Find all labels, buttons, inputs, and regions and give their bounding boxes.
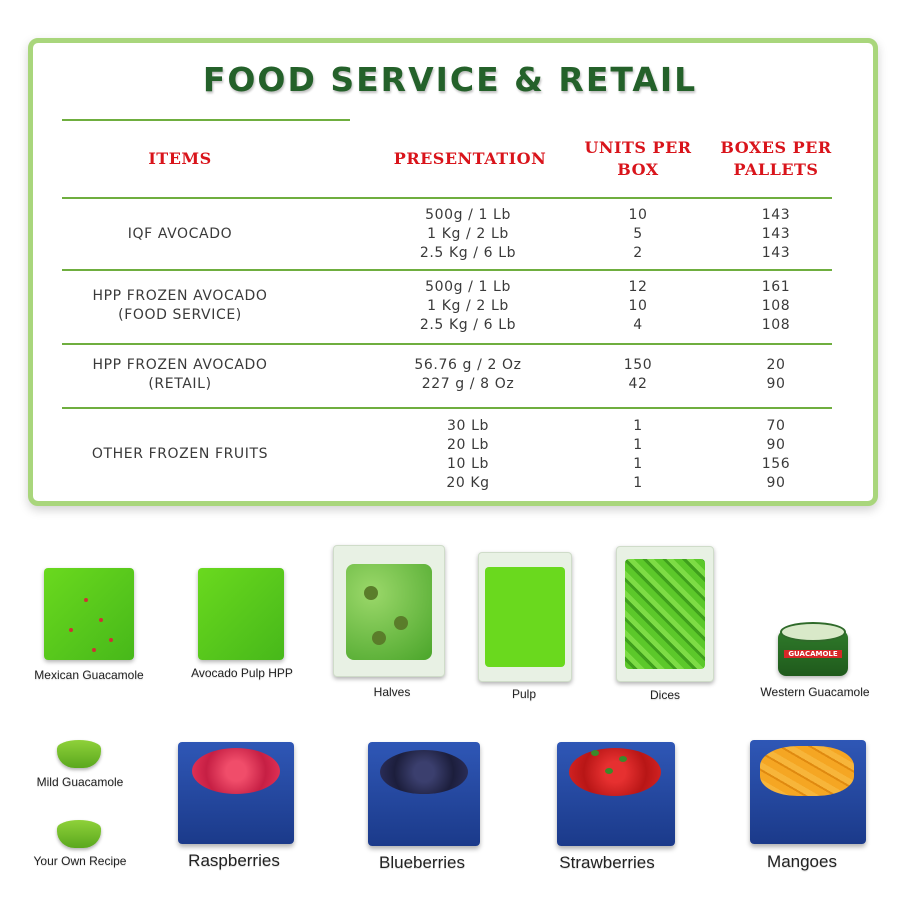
header-units-per-box: UNITS PER BOX: [584, 138, 692, 179]
table-row-item: IQF AVOCADO: [127, 226, 233, 242]
title-underline: [62, 119, 350, 121]
blueberries-label: Blueberries: [379, 853, 465, 872]
avocado-pulp-hpp-image: [198, 568, 284, 660]
mexican-guacamole-image: [44, 568, 134, 660]
western-guacamole-lid-text: GUACAMOLE: [784, 650, 842, 658]
halves-image: [333, 545, 445, 677]
mangoes-image: [750, 740, 866, 844]
table-row-presentation: 30 Lb 20 Lb 10 Lb 20 Kg: [446, 418, 490, 491]
pulp-image: [478, 552, 572, 682]
header-presentation: PRESENTATION: [393, 149, 547, 168]
table-row-presentation: 500g / 1 Lb 1 Kg / 2 Lb 2.5 Kg / 6 Lb: [419, 207, 517, 261]
header-items: ITEMS: [148, 149, 212, 168]
table-row-presentation: 56.76 g / 2 Oz 227 g / 8 Oz: [414, 357, 522, 392]
raspberries-label: Raspberries: [188, 851, 280, 870]
table-row-units: 12 10 4: [628, 279, 648, 333]
page-title: FOOD SERVICE & RETAIL: [202, 60, 698, 99]
row-divider: [62, 407, 832, 409]
avocado-pulp-hpp-label: Avocado Pulp HPP: [191, 666, 293, 680]
blueberries-image: [368, 742, 480, 846]
row-divider: [62, 343, 832, 345]
header-boxes-per-pallets: BOXES PER PALLETS: [720, 138, 832, 179]
table-row-units: 150 42: [623, 357, 653, 392]
mild-guacamole-image: [57, 740, 101, 768]
mild-guacamole-label: Mild Guacamole: [36, 775, 124, 789]
table-row-units: 10 5 2: [628, 207, 648, 261]
strawberries-label: Strawberries: [559, 853, 655, 872]
western-guacamole-image: GUACAMOLE: [778, 622, 848, 678]
header-divider: [62, 197, 832, 199]
table-row-boxes: 70 90 156 90: [761, 418, 791, 491]
table-row-boxes: 161 108 108: [761, 279, 791, 333]
raspberries-image: [178, 742, 294, 844]
western-guacamole-label: Western Guacamole: [760, 685, 870, 699]
table-row-boxes: 143 143 143: [761, 207, 791, 261]
mexican-guacamole-label: Mexican Guacamole: [34, 668, 144, 682]
table-row-boxes: 20 90: [766, 357, 786, 392]
your-own-recipe-label: Your Own Recipe: [33, 854, 127, 868]
halves-label: Halves: [373, 685, 411, 699]
food-service-table-card: [28, 38, 878, 506]
your-own-recipe-image: [57, 820, 101, 848]
row-divider: [62, 269, 832, 271]
table-row-units: 1 1 1 1: [633, 418, 643, 491]
dices-image: [616, 546, 714, 682]
strawberries-image: [557, 742, 675, 846]
table-row-item: OTHER FROZEN FRUITS: [91, 446, 269, 462]
table-row-item: HPP FROZEN AVOCADO (RETAIL): [92, 357, 268, 392]
mangoes-label: Mangoes: [767, 852, 837, 871]
table-row-item: HPP FROZEN AVOCADO (FOOD SERVICE): [92, 288, 268, 323]
table-row-presentation: 500g / 1 Lb 1 Kg / 2 Lb 2.5 Kg / 6 Lb: [419, 279, 517, 333]
pulp-label: Pulp: [511, 687, 537, 701]
dices-label: Dices: [649, 688, 681, 702]
